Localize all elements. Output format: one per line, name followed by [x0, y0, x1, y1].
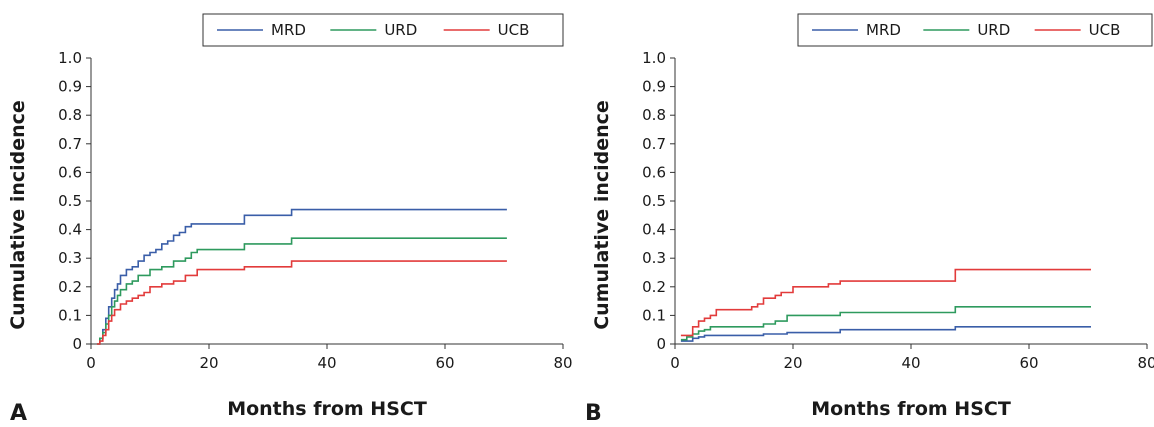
series-line-mrd	[680, 326, 1091, 342]
y-axis-title: Cumulative incidence	[7, 100, 29, 330]
y-tick-label: 0.6	[642, 163, 666, 181]
x-tick-label: 20	[199, 354, 218, 372]
legend: MRD URD UCB	[202, 13, 564, 47]
series-line-ucb	[680, 268, 1091, 337]
x-axis-title: Months from HSCT	[227, 398, 427, 420]
y-tick-label: 1.0	[58, 49, 82, 67]
x-tick-label: 60	[435, 354, 454, 372]
legend-label-mrd: MRD	[866, 21, 901, 39]
y-tick-label: 0.7	[642, 135, 666, 153]
panel-label: A	[10, 401, 27, 426]
x-tick-label: 20	[783, 354, 802, 372]
y-tick-label: 0.4	[58, 221, 82, 239]
y-tick-label: 1.0	[642, 49, 666, 67]
y-tick-label: 0.4	[642, 221, 666, 239]
legend-label-mrd: MRD	[271, 21, 306, 39]
y-tick-label: 0.1	[642, 306, 666, 324]
panel-label: B	[585, 401, 602, 426]
y-tick-label: 0.9	[58, 78, 82, 96]
series-line-ucb	[96, 260, 507, 345]
y-tick-label: 0.2	[642, 278, 666, 296]
x-tick-label: 60	[1019, 354, 1038, 372]
legend-label-urd: URD	[977, 21, 1010, 39]
series-line-urd	[96, 237, 507, 345]
y-tick-label: 0.7	[58, 135, 82, 153]
y-tick-label: 0.3	[58, 249, 82, 267]
x-tick-label: 80	[1137, 354, 1154, 372]
y-tick-label: 0.9	[642, 78, 666, 96]
panel-a-chart: 0 0.1 0.2 0.3 0.4 0.5 0.6 0.7 0.8 0.9 1.0 0 20 40 60 80…	[7, 13, 573, 426]
y-tick-label: 0.2	[58, 278, 82, 296]
y-tick-label: 0.5	[642, 192, 666, 210]
legend-label-ucb: UCB	[498, 21, 530, 39]
x-tick-label: 0	[670, 354, 680, 372]
y-tick-label: 0.3	[642, 249, 666, 267]
legend-label-urd: URD	[384, 21, 417, 39]
y-tick-label: 0	[656, 335, 666, 353]
series-line-mrd	[96, 208, 507, 345]
y-tick-label: 0.8	[642, 106, 666, 124]
panel-b-chart: 0 0.1 0.2 0.3 0.4 0.5 0.6 0.7 0.8 0.9 1.0 0 20 40 60 80…	[585, 13, 1154, 426]
legend: MRD URD UCB	[797, 13, 1153, 47]
x-tick-label: 40	[901, 354, 920, 372]
x-tick-label: 80	[553, 354, 572, 372]
x-tick-label: 0	[86, 354, 96, 372]
y-tick-label: 0.6	[58, 163, 82, 181]
legend-label-ucb: UCB	[1089, 21, 1121, 39]
y-tick-label: 0.1	[58, 306, 82, 324]
y-tick-label: 0.5	[58, 192, 82, 210]
x-tick-label: 40	[317, 354, 336, 372]
x-axis-title: Months from HSCT	[811, 398, 1011, 420]
y-axis-title: Cumulative incidence	[591, 100, 613, 330]
y-tick-label: 0	[72, 335, 82, 353]
y-tick-label: 0.8	[58, 106, 82, 124]
